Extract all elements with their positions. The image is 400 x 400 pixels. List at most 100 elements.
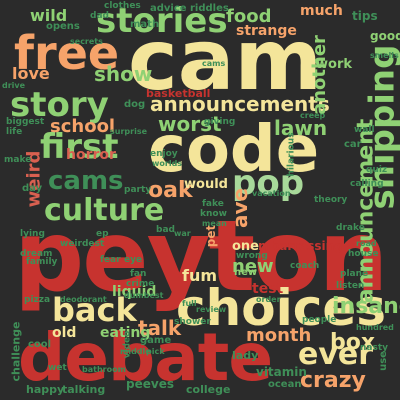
- word-quiz: quiz: [366, 165, 388, 175]
- word-dad: dad: [90, 11, 109, 21]
- word-fake: fake: [202, 199, 224, 209]
- word-story: story: [10, 85, 109, 125]
- word-wild: wild: [30, 6, 68, 25]
- word-lying: lying: [20, 229, 45, 239]
- word-happy: happy: [26, 383, 65, 396]
- word-hilarious: hilarious: [286, 132, 297, 177]
- word-crazy: crazy: [300, 368, 366, 393]
- word-month: month: [246, 325, 312, 346]
- word-code: code: [148, 113, 320, 187]
- word-party: party: [124, 185, 152, 195]
- word-horror: horror: [66, 147, 116, 163]
- word-school: school: [50, 116, 116, 137]
- word-ever: ever: [298, 337, 374, 372]
- word-wall: wall: [354, 125, 375, 135]
- word-pet: pet: [204, 224, 219, 248]
- word-life: life: [6, 127, 23, 137]
- word-dream: dream: [20, 249, 53, 259]
- word-one: one: [232, 239, 260, 254]
- word-oak: oak: [148, 178, 193, 203]
- word-challenge: challenge: [9, 321, 23, 382]
- word-lady: lady: [232, 349, 259, 362]
- word-first: first: [40, 127, 119, 167]
- word-biggest: biggest: [6, 117, 45, 127]
- word-full: full: [182, 299, 197, 308]
- word-fum: fum: [182, 266, 218, 285]
- word-middle: middle: [120, 347, 151, 356]
- word-work: work: [316, 57, 352, 72]
- word-nasty: nasty: [360, 343, 389, 353]
- word-food: food: [226, 6, 272, 27]
- word-cams: cams: [48, 166, 124, 196]
- word-lawn: lawn: [274, 116, 328, 140]
- word-good: good: [370, 29, 400, 43]
- word-crime: crime: [126, 279, 155, 289]
- word-test: test: [252, 281, 284, 297]
- word-worst: worst: [158, 112, 222, 136]
- word-car: car: [344, 139, 362, 150]
- word-drake: drake: [336, 223, 365, 233]
- word-cam: cam: [128, 11, 323, 109]
- word-dumbest: dumbest: [124, 291, 164, 300]
- word-creep: creep: [300, 111, 326, 120]
- word-old: old: [52, 325, 77, 341]
- word-liquid: liquid: [112, 284, 157, 300]
- word-clothes: clothes: [104, 1, 141, 11]
- word-peeves: peeves: [126, 377, 174, 391]
- word-vacation: vacation: [252, 189, 291, 198]
- word-cams-2: cams: [202, 59, 226, 68]
- word-math: math: [130, 19, 160, 30]
- word-new-2: new: [234, 267, 258, 278]
- word-show: show: [94, 62, 153, 86]
- word-family: family: [26, 257, 58, 267]
- word-bad: bad: [156, 225, 175, 235]
- word-peyton: peyton: [14, 200, 388, 314]
- word-coach: coach: [290, 261, 320, 271]
- word-use: use: [377, 351, 389, 371]
- word-much: much: [300, 3, 343, 19]
- word-secrets: secrets: [70, 37, 103, 46]
- word-tips: tips: [352, 9, 378, 23]
- word-make: make: [4, 155, 32, 165]
- word-back: back: [52, 291, 137, 329]
- word-talking: talking: [62, 383, 106, 396]
- word-eating: eating: [100, 325, 151, 341]
- word-college: college: [186, 383, 231, 396]
- word-fan: fan: [130, 269, 147, 279]
- word-ave: ave: [228, 187, 253, 229]
- word-embarrassing: embarrassing: [250, 239, 343, 253]
- word-announcements: announcements: [150, 92, 330, 116]
- word-theory: theory: [314, 195, 348, 205]
- word-ocean: ocean: [268, 379, 302, 390]
- word-pizza: pizza: [24, 295, 51, 305]
- word-hundred: hundred: [356, 323, 394, 332]
- word-wet: wet: [48, 363, 67, 373]
- word-basketball: basketball: [146, 87, 211, 100]
- word-surprise: surprise: [110, 127, 148, 136]
- word-calling: calling: [350, 179, 384, 189]
- word-mean: mean: [202, 219, 227, 228]
- word-pop: pop: [232, 163, 305, 203]
- word-wrong: wrong: [236, 251, 268, 261]
- word-vitamin: vitamin: [256, 365, 307, 379]
- word-another: another: [308, 35, 330, 115]
- word-bathroom: bathroom: [82, 365, 126, 374]
- word-cool: cool: [28, 339, 52, 350]
- word-drive: drive: [2, 81, 26, 90]
- word-pick: pick: [146, 347, 165, 356]
- word-war: war: [174, 229, 191, 238]
- word-listen: listen: [336, 281, 365, 291]
- word-new: new: [232, 256, 274, 277]
- word-ep: ep: [96, 229, 109, 239]
- word-plane: plane: [340, 269, 369, 279]
- word-know: know: [200, 209, 227, 219]
- word-deodorant: deodorant: [60, 295, 107, 304]
- word-love: love: [12, 64, 50, 83]
- word-stories: stories: [96, 1, 228, 41]
- word-review: review: [196, 305, 227, 314]
- word-eye: eye: [124, 255, 143, 265]
- word-weirdest: weirdest: [60, 239, 105, 249]
- word-giving: giving: [204, 117, 236, 127]
- word-order: order: [256, 295, 281, 304]
